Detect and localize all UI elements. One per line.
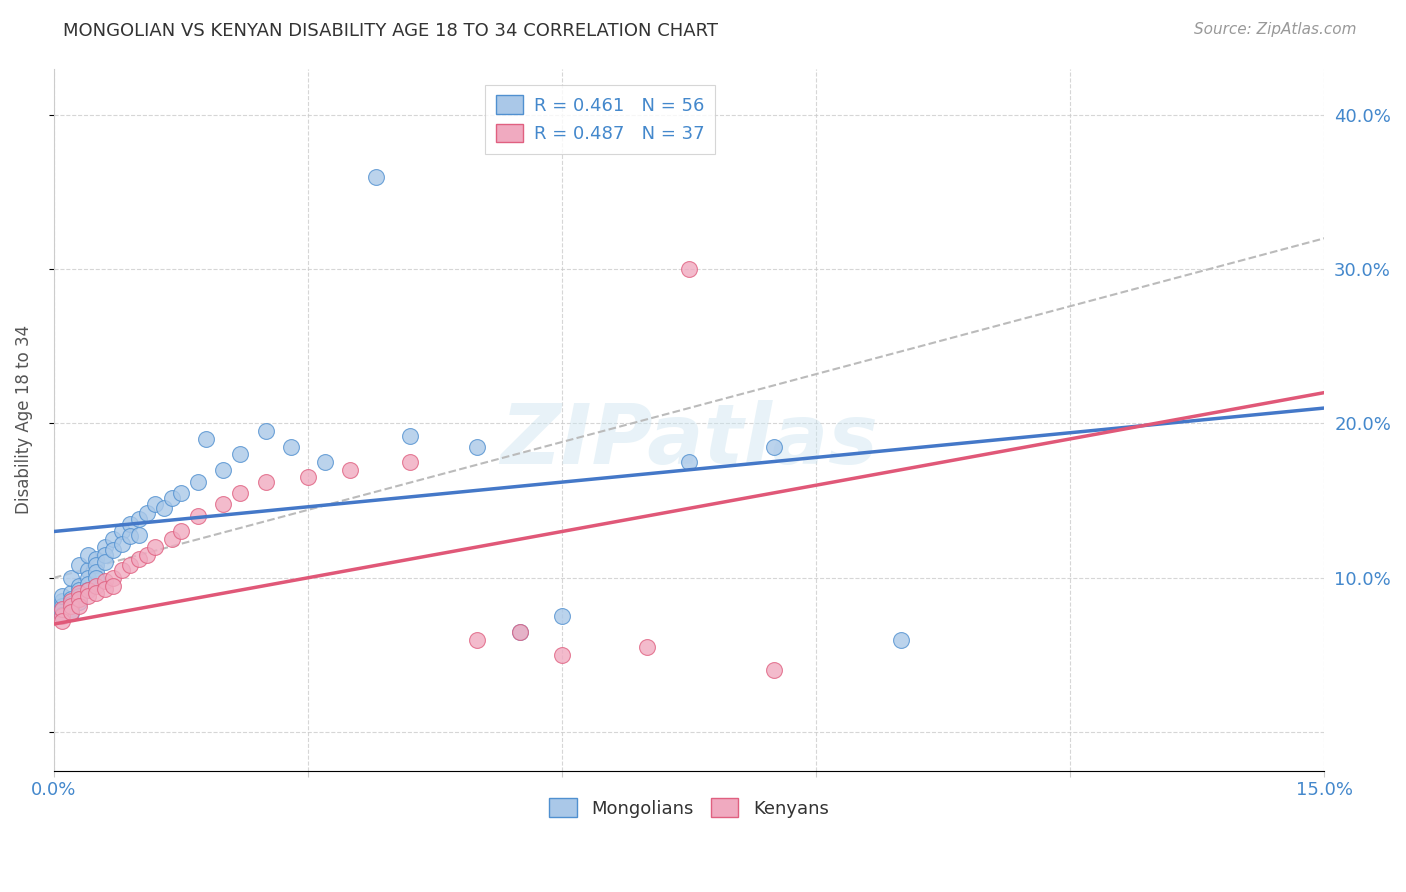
Point (339, 463, 361, 477)
Point (93, 574, 115, 588)
Point (636, 640, 658, 655)
Point (59, 586, 82, 600)
Point (153, 501, 176, 516)
Point (101, 532, 124, 546)
Point (195, 432, 218, 446)
Point (890, 632, 912, 647)
Point (297, 470, 319, 484)
Point (51, 607, 73, 622)
Point (467, 632, 489, 647)
Point (51, 601, 73, 615)
Point (84, 578, 107, 592)
Point (51, 590, 73, 604)
Point (170, 486, 193, 500)
Point (51, 603, 73, 617)
Point (162, 532, 184, 546)
Point (110, 524, 132, 539)
Point (67, 583, 90, 598)
Point (110, 563, 132, 577)
Point (398, 455, 420, 469)
Point (67, 586, 90, 600)
Point (67, 590, 90, 604)
Point (67, 595, 90, 609)
Point (187, 475, 209, 489)
Point (59, 599, 82, 613)
Point (120, 558, 142, 573)
Point (110, 537, 132, 551)
Point (314, 455, 336, 469)
Point (101, 578, 124, 592)
Point (128, 512, 150, 526)
Point (145, 497, 167, 511)
Point (136, 548, 159, 562)
Point (67, 558, 90, 573)
Point (145, 540, 167, 554)
Point (76, 563, 98, 577)
Point (467, 440, 489, 454)
Point (254, 424, 277, 438)
Point (551, 609, 574, 624)
Point (398, 429, 420, 443)
Point (93, 548, 115, 562)
Y-axis label: Disability Age 18 to 34: Disability Age 18 to 34 (15, 325, 32, 514)
Text: ZIPatlas: ZIPatlas (501, 401, 879, 481)
Point (59, 597, 82, 611)
Point (101, 571, 124, 585)
Point (120, 529, 142, 543)
Point (170, 524, 193, 539)
Point (678, 262, 700, 277)
Point (364, 169, 387, 184)
Point (84, 586, 107, 600)
Point (59, 605, 82, 619)
Point (76, 583, 98, 598)
Point (84, 571, 107, 585)
Text: Source: ZipAtlas.com: Source: ZipAtlas.com (1194, 22, 1357, 37)
Point (678, 455, 700, 469)
Point (59, 607, 82, 621)
Point (51, 614, 73, 628)
Point (59, 594, 82, 608)
Point (51, 599, 73, 613)
Point (93, 582, 115, 596)
Point (59, 571, 82, 585)
Point (762, 664, 785, 678)
Point (212, 497, 235, 511)
Point (84, 558, 107, 573)
Point (59, 592, 82, 607)
Point (162, 491, 184, 505)
Point (76, 548, 98, 562)
Point (93, 540, 115, 554)
Point (229, 447, 252, 461)
Text: MONGOLIAN VS KENYAN DISABILITY AGE 18 TO 34 CORRELATION CHART: MONGOLIAN VS KENYAN DISABILITY AGE 18 TO… (63, 22, 718, 40)
Point (101, 543, 124, 558)
Point (76, 583, 98, 598)
Point (67, 592, 90, 607)
Point (509, 624, 531, 639)
Point (93, 555, 115, 569)
Point (84, 565, 107, 579)
Point (120, 516, 142, 531)
Point (84, 552, 107, 566)
Point (187, 509, 209, 524)
Legend: Mongolians, Kenyans: Mongolians, Kenyans (543, 791, 837, 825)
Point (212, 463, 235, 477)
Point (67, 578, 90, 592)
Point (76, 577, 98, 591)
Point (51, 609, 73, 624)
Point (51, 594, 73, 608)
Point (67, 599, 90, 613)
Point (136, 506, 159, 520)
Point (76, 571, 98, 585)
Point (762, 440, 785, 454)
Point (229, 486, 252, 500)
Point (128, 527, 150, 541)
Point (509, 624, 531, 639)
Point (76, 590, 98, 604)
Point (128, 552, 150, 566)
Point (551, 648, 574, 662)
Point (280, 440, 302, 454)
Point (59, 601, 82, 615)
Point (254, 475, 277, 489)
